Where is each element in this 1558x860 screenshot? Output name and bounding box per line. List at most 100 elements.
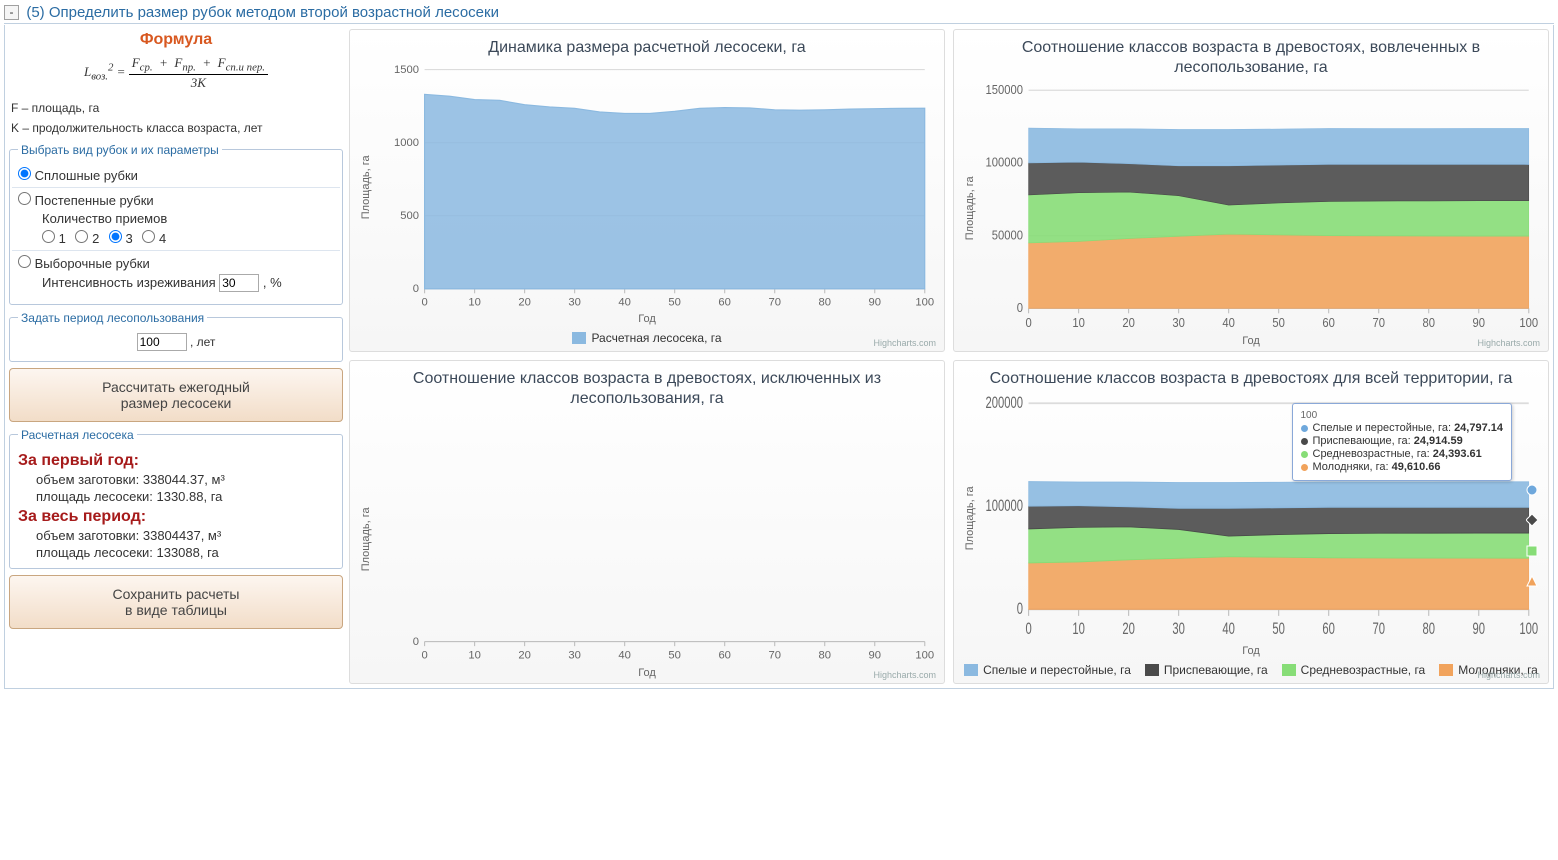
- svg-text:80: 80: [1422, 619, 1435, 638]
- svg-text:10: 10: [1072, 315, 1085, 330]
- chart2-credit[interactable]: Highcharts.com: [1477, 338, 1540, 348]
- svg-text:70: 70: [768, 297, 780, 309]
- chart1-title: Динамика размера расчетной лесосеки, га: [378, 38, 916, 58]
- result-year1-volume: объем заготовки: 338044.37, м³: [36, 472, 334, 487]
- svg-text:90: 90: [869, 650, 881, 662]
- svg-text:20: 20: [1122, 619, 1135, 638]
- svg-text:20: 20: [518, 297, 530, 309]
- svg-text:60: 60: [718, 650, 730, 662]
- svg-text:30: 30: [568, 297, 580, 309]
- svg-text:100000: 100000: [985, 496, 1023, 515]
- svg-text:70: 70: [768, 650, 780, 662]
- svg-text:60: 60: [1322, 619, 1335, 638]
- svg-text:10: 10: [468, 650, 480, 662]
- chart-dynamics: Динамика размера расчетной лесосеки, га …: [349, 29, 945, 352]
- chart2-xlabel: Год: [962, 335, 1540, 347]
- chart1-ylabel: Площадь, га: [358, 64, 374, 311]
- svg-text:100: 100: [915, 297, 934, 309]
- chart4-marker: [1526, 575, 1538, 587]
- result-period-heading: За весь период:: [18, 508, 334, 526]
- svg-text:90: 90: [1472, 619, 1485, 638]
- svg-text:0: 0: [413, 283, 419, 295]
- svg-text:0: 0: [421, 297, 427, 309]
- result-period-volume: объем заготовки: 33804437, м³: [36, 528, 334, 543]
- left-panel: Формула Lвоз.2 = Fср. + Fпр. + Fсп.и пер…: [9, 29, 343, 684]
- svg-text:40: 40: [618, 650, 630, 662]
- svg-text:40: 40: [618, 297, 630, 309]
- priem-option-4[interactable]: 4: [142, 231, 166, 246]
- svg-text:100: 100: [1519, 619, 1538, 638]
- chart3-title: Соотношение классов возраста в древостоя…: [378, 369, 916, 409]
- intensity-row: Интенсивность изреживания , %: [42, 274, 334, 292]
- chart1-xlabel: Год: [358, 313, 936, 325]
- cutting-type-fieldset: Выбрать вид рубок и их параметры Сплошны…: [9, 143, 343, 305]
- svg-text:50: 50: [1272, 619, 1285, 638]
- radio-gradual[interactable]: Постепенные рубки: [18, 193, 154, 208]
- chart4-title: Соотношение классов возраста в древостоя…: [982, 369, 1520, 389]
- svg-text:0: 0: [421, 650, 427, 662]
- svg-text:80: 80: [1422, 315, 1435, 330]
- chart-excluded: Соотношение классов возраста в древостоя…: [349, 360, 945, 683]
- chart4-marker: [1526, 484, 1538, 496]
- svg-text:0: 0: [1025, 619, 1031, 638]
- svg-text:0: 0: [1017, 599, 1023, 618]
- svg-text:30: 30: [1172, 619, 1185, 638]
- chart4-legend-item[interactable]: Приспевающие, га: [1145, 663, 1268, 677]
- priem-count-label: Количество приемов: [42, 211, 334, 226]
- radio-continuous[interactable]: Сплошные рубки: [18, 168, 138, 183]
- svg-text:0: 0: [1025, 315, 1032, 330]
- svg-text:90: 90: [1472, 315, 1485, 330]
- svg-text:40: 40: [1222, 619, 1235, 638]
- chart4-ylabel: Площадь, га: [962, 395, 978, 642]
- period-legend: Задать период лесопользования: [18, 311, 207, 325]
- chart1-legend-item[interactable]: Расчетная лесосека, га: [572, 331, 721, 345]
- calculate-button[interactable]: Рассчитать ежегодныйразмер лесосеки: [9, 368, 343, 422]
- svg-text:100: 100: [1519, 315, 1538, 330]
- svg-text:20: 20: [518, 650, 530, 662]
- result-year1-area: площадь лесосеки: 1330.88, га: [36, 489, 334, 504]
- svg-text:80: 80: [818, 297, 830, 309]
- svg-text:50000: 50000: [992, 228, 1024, 243]
- svg-text:60: 60: [1322, 315, 1335, 330]
- priem-option-1[interactable]: 1: [42, 231, 69, 246]
- svg-text:100: 100: [915, 650, 934, 662]
- svg-text:80: 80: [818, 650, 830, 662]
- svg-text:30: 30: [1172, 315, 1185, 330]
- chart1-credit[interactable]: Highcharts.com: [873, 338, 936, 348]
- collapse-toggle[interactable]: -: [4, 5, 19, 20]
- svg-text:20: 20: [1122, 315, 1135, 330]
- result-period-area: площадь лесосеки: 133088, га: [36, 545, 334, 560]
- priem-option-3[interactable]: 3: [109, 231, 136, 246]
- priem-option-2[interactable]: 2: [75, 231, 102, 246]
- chart-included: Соотношение классов возраста в древостоя…: [953, 29, 1549, 352]
- section-header: - (5) Определить размер рубок методом вт…: [4, 4, 1554, 24]
- formula-def-f: F – площадь, га: [11, 99, 341, 117]
- radio-selective[interactable]: Выборочные рубки: [18, 256, 150, 271]
- svg-text:90: 90: [868, 297, 880, 309]
- chart4-legend-item[interactable]: Спелые и перестойные, га: [964, 663, 1131, 677]
- priem-count-row: 1 2 3 4: [42, 230, 334, 246]
- period-input[interactable]: [137, 333, 187, 351]
- formula-def-k: K – продолжительность класса возраста, л…: [11, 119, 341, 137]
- svg-text:10: 10: [1072, 619, 1085, 638]
- cutting-type-legend: Выбрать вид рубок и их параметры: [18, 143, 222, 157]
- svg-text:50: 50: [1272, 315, 1285, 330]
- chart4-marker: [1526, 545, 1538, 557]
- svg-text:500: 500: [400, 210, 419, 222]
- svg-text:100000: 100000: [985, 155, 1023, 170]
- result-year1-heading: За первый год:: [18, 452, 334, 470]
- svg-text:50: 50: [668, 650, 680, 662]
- svg-text:200000: 200000: [985, 395, 1023, 412]
- chart3-credit[interactable]: Highcharts.com: [873, 670, 936, 680]
- chart4-xlabel: Год: [962, 645, 1540, 657]
- save-table-button[interactable]: Сохранить расчетыв виде таблицы: [9, 575, 343, 629]
- intensity-input[interactable]: [219, 274, 259, 292]
- chart-total: Соотношение классов возраста в древостоя…: [953, 360, 1549, 683]
- chart4-credit[interactable]: Highcharts.com: [1477, 670, 1540, 680]
- chart4-legend-item[interactable]: Средневозрастные, га: [1282, 663, 1426, 677]
- chart4-tooltip: 100Спелые и перестойные, га: 24,797.14Пр…: [1292, 403, 1513, 481]
- chart3-xlabel: Год: [358, 667, 936, 679]
- svg-text:1500: 1500: [394, 64, 419, 76]
- formula-equation: Lвоз.2 = Fср. + Fпр. + Fсп.и пер. 3K: [9, 55, 343, 91]
- svg-text:40: 40: [1222, 315, 1235, 330]
